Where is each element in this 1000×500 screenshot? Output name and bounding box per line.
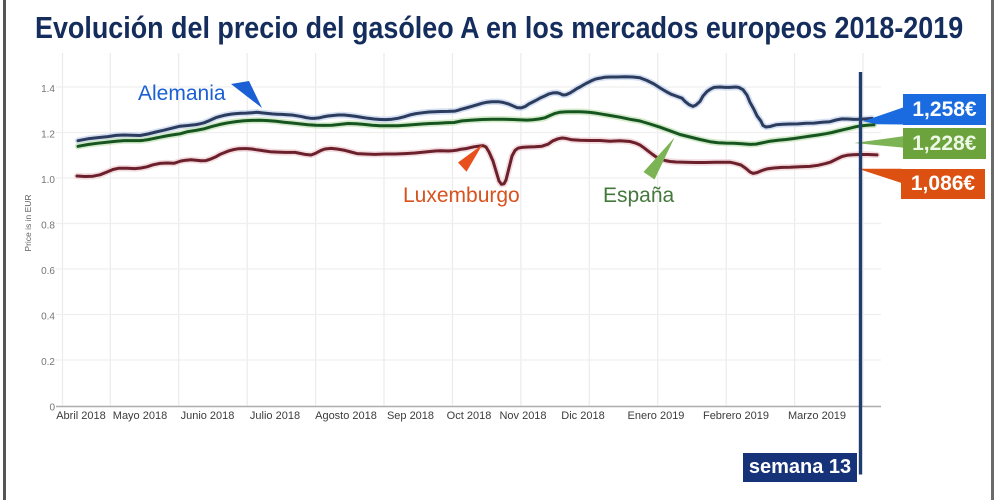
svg-text:0.2: 0.2 <box>41 357 55 368</box>
svg-text:0.4: 0.4 <box>41 311 55 322</box>
svg-text:Price is in EUR: Price is in EUR <box>23 194 33 251</box>
svg-text:Junio 2018: Junio 2018 <box>181 410 235 422</box>
svg-text:Agosto 2018: Agosto 2018 <box>315 410 377 422</box>
svg-text:1.2: 1.2 <box>41 129 55 140</box>
svg-text:1.0: 1.0 <box>41 175 55 186</box>
svg-text:Marzo 2019: Marzo 2019 <box>788 410 846 422</box>
svg-text:1.4: 1.4 <box>41 84 55 95</box>
svg-text:Nov 2018: Nov 2018 <box>499 410 546 422</box>
svg-text:Julio 2018: Julio 2018 <box>250 410 300 422</box>
svg-text:Oct 2018: Oct 2018 <box>447 410 492 422</box>
svg-text:0.6: 0.6 <box>41 266 55 277</box>
svg-text:Enero 2019: Enero 2019 <box>628 410 685 422</box>
svg-text:0.8: 0.8 <box>41 220 55 231</box>
svg-text:Febrero 2019: Febrero 2019 <box>703 410 769 422</box>
svg-text:Sep 2018: Sep 2018 <box>387 410 434 422</box>
svg-text:Abril 2018: Abril 2018 <box>56 410 106 422</box>
svg-text:Dic 2018: Dic 2018 <box>561 410 604 422</box>
svg-text:0: 0 <box>49 402 55 413</box>
svg-text:Mayo 2018: Mayo 2018 <box>113 410 167 422</box>
